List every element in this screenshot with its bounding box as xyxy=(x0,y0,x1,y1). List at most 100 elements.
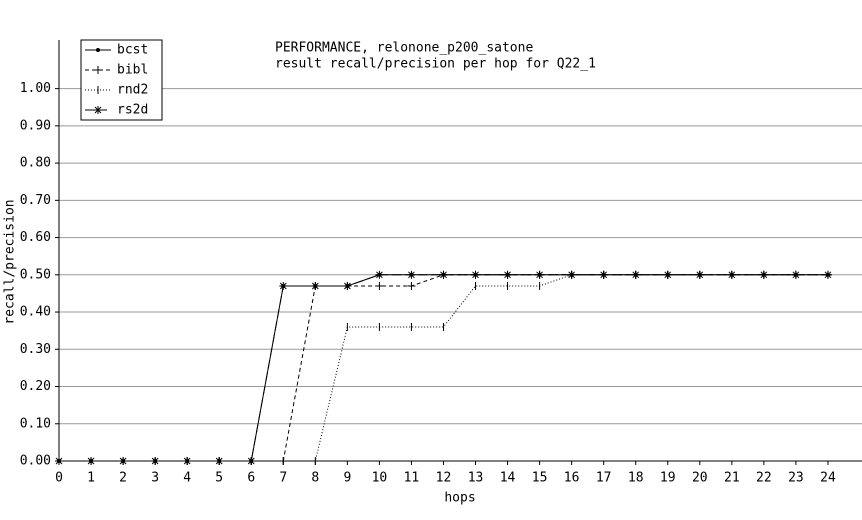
marker-stroke xyxy=(247,457,255,465)
marker xyxy=(94,66,102,74)
y-tick-label: 1.00 xyxy=(20,81,51,96)
marker xyxy=(823,270,832,279)
marker xyxy=(695,270,704,279)
x-tick-label: 14 xyxy=(500,471,516,486)
legend-box xyxy=(80,39,163,121)
x-tick-label: 10 xyxy=(372,471,388,486)
marker xyxy=(663,270,672,279)
y-tick-label: 0.60 xyxy=(20,230,51,245)
x-tick-label: 9 xyxy=(343,471,351,486)
x-tick-label: 7 xyxy=(279,471,287,486)
marker xyxy=(87,457,96,465)
marker xyxy=(727,270,736,279)
marker-stroke xyxy=(55,457,63,465)
marker xyxy=(567,270,576,279)
x-axis-label: hops xyxy=(444,491,475,506)
marker xyxy=(759,270,768,279)
marker xyxy=(791,270,800,279)
x-tick-label: 18 xyxy=(628,471,644,486)
marker xyxy=(119,457,128,465)
x-tick-label: 16 xyxy=(564,471,580,486)
chart-subtitle: result recall/precision per hop for Q22_… xyxy=(275,57,596,72)
x-tick-label: 19 xyxy=(660,471,676,486)
marker-stroke xyxy=(824,271,832,279)
marker-stroke xyxy=(696,271,704,279)
marker-stroke xyxy=(279,282,287,290)
marker xyxy=(471,270,480,279)
x-tick-label: 2 xyxy=(119,471,127,486)
marker-stroke xyxy=(600,271,608,279)
marker xyxy=(535,270,544,279)
y-axis-label: recall/precision xyxy=(3,199,18,324)
chart-title: PERFORMANCE, relonone_p200_satone xyxy=(275,41,533,56)
marker-stroke xyxy=(215,457,223,465)
marker xyxy=(215,457,224,465)
y-tick-label: 0.80 xyxy=(20,156,51,171)
legend-label: rnd2 xyxy=(117,83,148,98)
marker-stroke xyxy=(87,457,95,465)
marker-stroke xyxy=(504,271,511,279)
y-tick-label: 0.90 xyxy=(20,118,51,133)
x-tick-label: 5 xyxy=(215,471,223,486)
marker xyxy=(95,48,101,52)
x-tick-label: 23 xyxy=(788,471,804,486)
marker xyxy=(375,270,384,279)
x-tick-label: 17 xyxy=(596,471,612,486)
marker-stroke xyxy=(792,271,800,279)
y-tick-label: 0.40 xyxy=(20,305,51,320)
marker-stroke xyxy=(536,271,543,279)
marker xyxy=(183,457,192,465)
x-tick-label: 24 xyxy=(820,471,836,486)
marker-stroke xyxy=(440,271,447,279)
marker xyxy=(343,281,352,290)
marker-stroke xyxy=(183,457,191,465)
legend-label: bibl xyxy=(117,63,148,78)
marker xyxy=(375,281,384,290)
marker-stroke xyxy=(376,271,383,279)
marker-stroke xyxy=(472,271,479,279)
marker xyxy=(55,457,63,465)
marker xyxy=(599,270,608,279)
marker xyxy=(94,106,102,114)
y-tick-label: 0.10 xyxy=(20,416,51,431)
x-tick-label: 6 xyxy=(247,471,255,486)
marker-stroke xyxy=(568,271,575,279)
legend-label: rs2d xyxy=(117,103,148,118)
y-tick-label: 0.50 xyxy=(20,267,51,282)
marker-stroke xyxy=(632,271,640,279)
marker xyxy=(247,457,256,465)
marker-stroke xyxy=(408,271,415,279)
x-tick-label: 15 xyxy=(532,471,548,486)
marker-stroke xyxy=(94,106,102,114)
y-tick-label: 0.20 xyxy=(20,379,51,394)
y-tick-label: 0.00 xyxy=(20,454,51,469)
marker-stroke xyxy=(119,457,127,465)
x-tick-label: 21 xyxy=(724,471,740,486)
marker xyxy=(151,457,160,465)
x-tick-label: 20 xyxy=(692,471,708,486)
x-tick-label: 0 xyxy=(55,471,63,486)
marker xyxy=(503,270,512,279)
marker-stroke xyxy=(728,271,736,279)
marker xyxy=(279,281,288,290)
marker xyxy=(311,281,320,290)
marker-stroke xyxy=(151,457,159,465)
x-tick-label: 8 xyxy=(311,471,319,486)
marker-stroke xyxy=(664,271,672,279)
marker-stroke xyxy=(311,282,319,290)
legend-label: bcst xyxy=(117,43,148,58)
x-tick-label: 12 xyxy=(436,471,452,486)
marker xyxy=(631,270,640,279)
y-tick-label: 0.70 xyxy=(20,193,51,208)
marker xyxy=(439,270,448,279)
marker-stroke xyxy=(760,271,768,279)
marker-stroke xyxy=(344,282,351,290)
x-tick-label: 4 xyxy=(183,471,191,486)
x-tick-label: 3 xyxy=(151,471,159,486)
x-tick-label: 1 xyxy=(87,471,95,486)
x-tick-label: 13 xyxy=(468,471,484,486)
marker xyxy=(407,270,416,279)
x-tick-label: 22 xyxy=(756,471,772,486)
